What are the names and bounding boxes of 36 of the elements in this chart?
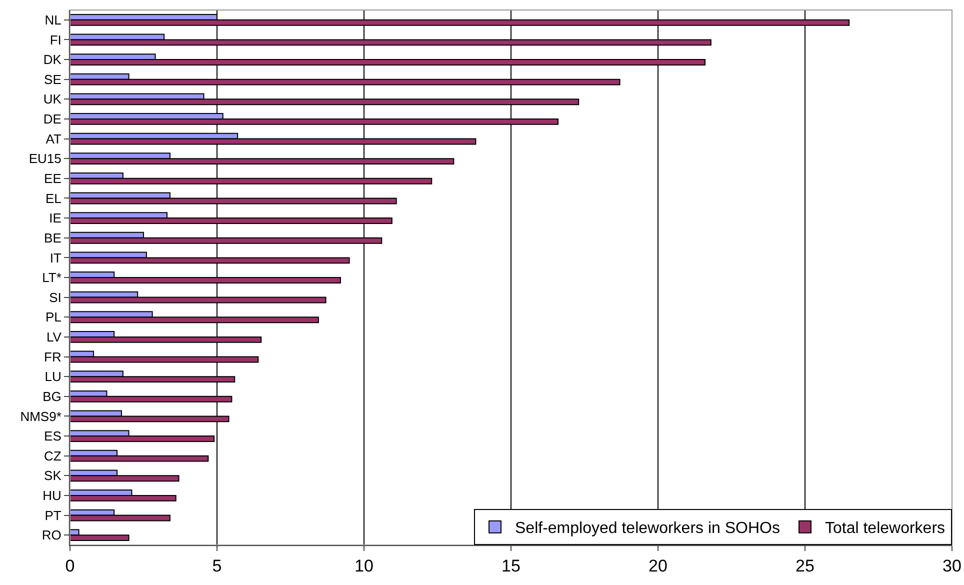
x-tick-label: 25 <box>796 556 814 576</box>
legend-label: Total teleworkers <box>824 520 946 538</box>
y-tick-label: IT <box>50 250 62 266</box>
y-tick-label: NMS9* <box>20 408 62 424</box>
y-tick-label: LT* <box>42 270 62 286</box>
y-tick-label: AT <box>46 131 62 146</box>
x-tick-label: 20 <box>648 556 668 576</box>
y-tick-label: LV <box>46 329 62 344</box>
y-tick-label: DK <box>43 52 62 68</box>
y-tick-label: LU <box>44 369 62 384</box>
y-tick-label: EU15 <box>28 151 62 166</box>
x-tick-label: 5 <box>212 556 222 576</box>
y-tick-label: PL <box>45 310 62 325</box>
y-tick-label: SI <box>49 290 62 305</box>
y-tick-label: HU <box>42 488 62 504</box>
y-tick-label: SK <box>44 468 62 484</box>
y-tick-label: DE <box>43 112 62 127</box>
y-tick-label: SE <box>44 72 62 87</box>
y-tick-label: NL <box>44 12 62 28</box>
x-tick-label: 30 <box>942 556 962 576</box>
x-tick-label: 10 <box>354 556 374 576</box>
y-tick-label: FI <box>50 32 62 48</box>
y-tick-label: PT <box>44 508 62 523</box>
y-tick-label: CZ <box>44 448 62 464</box>
y-tick-label: EE <box>44 170 62 186</box>
x-tick-label: 0 <box>65 556 75 576</box>
legend-label: Self-employed teleworkers in SOHOs <box>515 520 780 538</box>
y-tick-label: BE <box>44 230 62 246</box>
y-tick-label: RO <box>42 528 62 543</box>
y-tick-label: FR <box>44 349 62 364</box>
y-tick-label: EL <box>45 190 62 206</box>
y-tick-label: ES <box>44 428 62 444</box>
x-tick-label: 15 <box>502 556 520 576</box>
y-tick-label: IE <box>49 210 62 226</box>
y-tick-label: UK <box>43 92 62 107</box>
y-tick-label: BG <box>42 388 62 404</box>
